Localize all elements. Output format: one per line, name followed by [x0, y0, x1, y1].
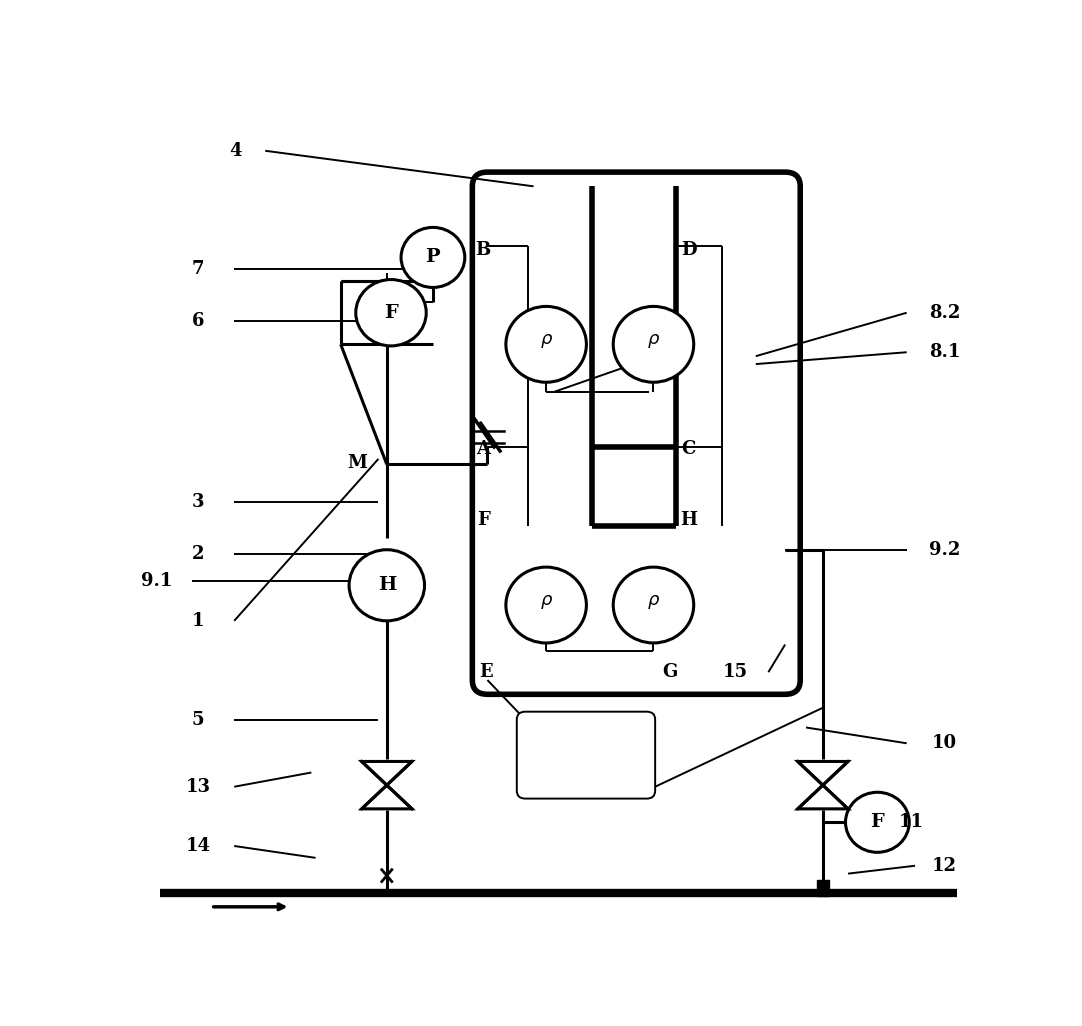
Text: 6: 6	[192, 312, 204, 329]
Bar	[817, 880, 829, 896]
Text: 8.1: 8.1	[928, 344, 960, 361]
Text: H: H	[378, 577, 396, 594]
Text: D: D	[681, 240, 697, 259]
Polygon shape	[797, 761, 848, 785]
Circle shape	[401, 228, 465, 287]
Text: F: F	[871, 814, 884, 831]
Text: F: F	[384, 304, 398, 322]
FancyBboxPatch shape	[517, 712, 656, 798]
Polygon shape	[797, 785, 848, 808]
Text: 1: 1	[192, 611, 204, 630]
Circle shape	[349, 550, 424, 621]
Circle shape	[506, 567, 586, 643]
FancyBboxPatch shape	[473, 172, 801, 695]
Text: P: P	[425, 248, 440, 267]
Text: 7: 7	[192, 261, 204, 278]
Circle shape	[356, 279, 426, 346]
Text: 13: 13	[186, 778, 211, 796]
Text: 11: 11	[898, 814, 923, 831]
Text: 14: 14	[186, 837, 211, 855]
Polygon shape	[361, 761, 412, 785]
Text: $\rho$: $\rho$	[540, 593, 553, 610]
Text: 9.1: 9.1	[141, 573, 172, 590]
Text: E: E	[479, 663, 492, 681]
Text: $\rho$: $\rho$	[540, 332, 553, 350]
Text: M: M	[347, 453, 368, 472]
Text: 4: 4	[229, 142, 242, 160]
Text: $\rho$: $\rho$	[647, 593, 660, 610]
Polygon shape	[361, 785, 412, 808]
Text: F: F	[477, 511, 490, 528]
Text: 10: 10	[932, 735, 956, 752]
Circle shape	[506, 307, 586, 383]
Text: 8.2: 8.2	[928, 304, 960, 322]
Text: 12: 12	[932, 857, 956, 875]
Text: 3: 3	[192, 494, 204, 511]
Text: 15: 15	[723, 663, 748, 681]
Text: 5: 5	[192, 711, 204, 728]
Circle shape	[613, 567, 694, 643]
Text: $\rho$: $\rho$	[647, 332, 660, 350]
Text: C: C	[682, 439, 696, 458]
Text: H: H	[681, 511, 697, 528]
Circle shape	[613, 307, 694, 383]
Text: 2: 2	[192, 545, 204, 562]
Text: B: B	[476, 240, 491, 259]
Text: 9.2: 9.2	[928, 541, 960, 559]
Circle shape	[845, 792, 909, 853]
Text: G: G	[662, 663, 677, 681]
Text: A: A	[476, 439, 490, 458]
